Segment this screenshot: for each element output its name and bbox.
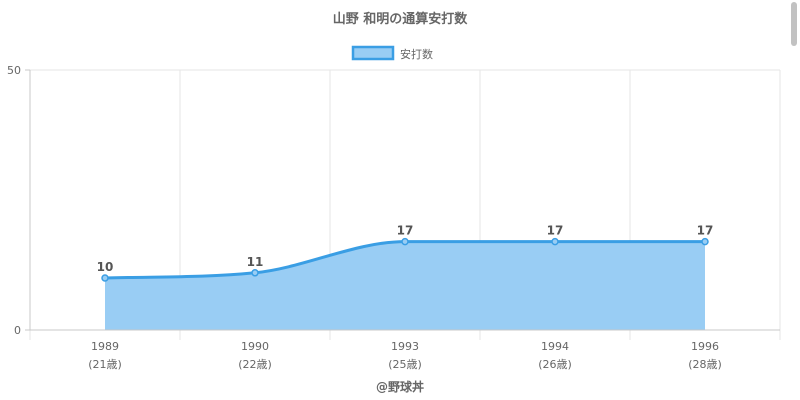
scrollbar-thumb[interactable] bbox=[791, 2, 797, 46]
x-tick-label-age: (28歳) bbox=[688, 358, 722, 371]
x-tick-label-year: 1994 bbox=[541, 340, 569, 353]
data-labels: 10 11 17 17 17 bbox=[97, 224, 714, 274]
data-point bbox=[101, 274, 109, 282]
data-point bbox=[551, 237, 559, 246]
legend[interactable]: 安打数 bbox=[351, 45, 433, 61]
data-label: 17 bbox=[547, 224, 564, 238]
data-label: 10 bbox=[97, 260, 114, 274]
x-tick-label-age: (26歳) bbox=[538, 358, 572, 371]
x-tick-label-year: 1993 bbox=[391, 340, 419, 353]
x-axis-title: @野球丼 bbox=[376, 379, 424, 394]
x-axis: 1989 (21歳) 1990 (22歳) 1993 (25歳) 1994 (26歳) 1996… bbox=[25, 329, 780, 371]
data-label: 11 bbox=[247, 255, 264, 269]
data-label: 17 bbox=[397, 224, 414, 238]
y-tick-label: 50 bbox=[7, 64, 21, 77]
x-tick-label-age: (25歳) bbox=[388, 358, 422, 371]
data-point bbox=[701, 237, 709, 246]
chart-title: 山野 和明の通算安打数 bbox=[333, 11, 469, 27]
x-tick-label-age: (21歳) bbox=[88, 358, 122, 371]
x-tick-label-year: 1990 bbox=[241, 340, 269, 353]
x-tick-label-age: (22歳) bbox=[238, 358, 272, 371]
series-area-fill bbox=[105, 241, 705, 330]
y-tick-label: 0 bbox=[14, 324, 21, 337]
data-point bbox=[401, 237, 409, 246]
area-layer bbox=[104, 240, 705, 330]
x-tick-label-year: 1989 bbox=[91, 340, 119, 353]
legend-swatch bbox=[351, 45, 395, 61]
grid bbox=[25, 69, 781, 340]
data-point bbox=[251, 269, 259, 277]
x-tick-label-year: 1996 bbox=[691, 340, 719, 353]
legend-label: 安打数 bbox=[400, 47, 433, 61]
y-axis: 0 50 bbox=[7, 64, 31, 337]
data-label: 17 bbox=[697, 224, 714, 238]
points-layer bbox=[101, 237, 709, 282]
